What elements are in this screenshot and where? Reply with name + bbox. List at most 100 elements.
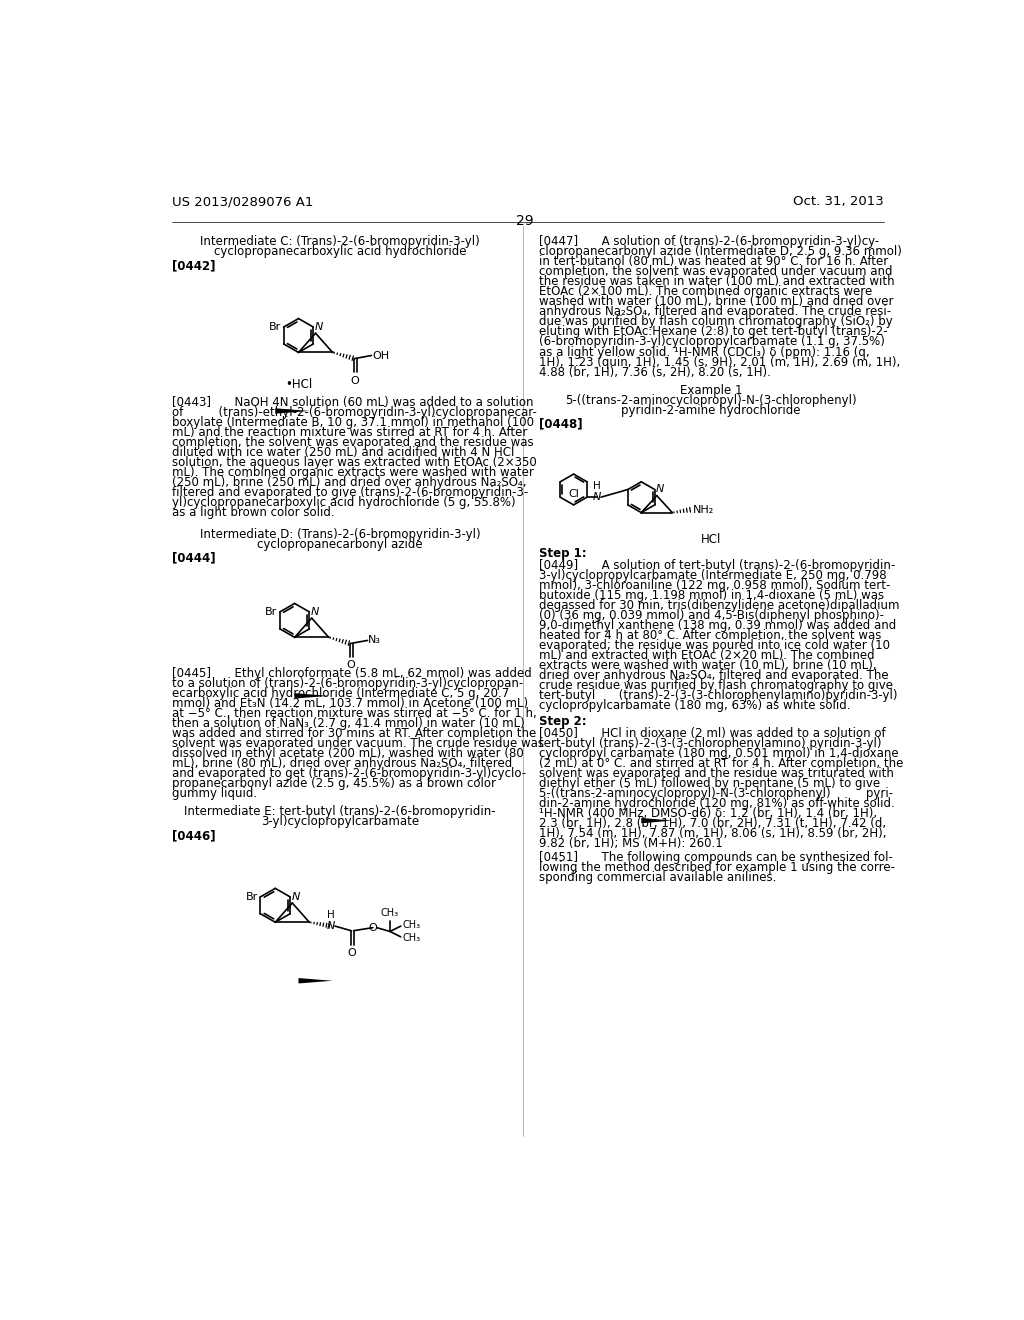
Text: in tert-butanol (80 mL) was heated at 90° C. for 16 h. After: in tert-butanol (80 mL) was heated at 90… — [539, 256, 888, 268]
Polygon shape — [275, 408, 309, 413]
Text: [0445]  Ethyl chloroformate (5.8 mL, 62 mmol) was added: [0445] Ethyl chloroformate (5.8 mL, 62 m… — [172, 667, 531, 680]
Text: solvent was evaporated under vacuum. The crude residue was: solvent was evaporated under vacuum. The… — [172, 737, 544, 750]
Text: O: O — [347, 660, 355, 671]
Text: Intermediate D: (Trans)-2-(6-bromopyridin-3-yl): Intermediate D: (Trans)-2-(6-bromopyridi… — [200, 528, 480, 541]
Text: 1H), 1.23 (quin, 1H), 1.45 (s, 9H), 2.01 (m, 1H), 2.69 (m, 1H),: 1H), 1.23 (quin, 1H), 1.45 (s, 9H), 2.01… — [539, 355, 900, 368]
Text: solvent was evaporated and the residue was triturated with: solvent was evaporated and the residue w… — [539, 767, 894, 780]
Text: Intermediate E: tert-butyl (trans)-2-(6-bromopyridin-: Intermediate E: tert-butyl (trans)-2-(6-… — [184, 805, 496, 818]
Text: [0447]  A solution of (trans)-2-(6-bromopyridin-3-yl)cy-: [0447] A solution of (trans)-2-(6-bromop… — [539, 235, 879, 248]
Text: CH₃: CH₃ — [402, 933, 421, 944]
Text: pyridin-2-amine hydrochloride: pyridin-2-amine hydrochloride — [622, 404, 801, 417]
Text: mL). The combined organic extracts were washed with water: mL). The combined organic extracts were … — [172, 466, 535, 479]
Polygon shape — [295, 693, 329, 698]
Polygon shape — [641, 818, 673, 824]
Text: 5-((trans-2-aminocyclopropyl)-N-(3-chlorophenyl)   pyri-: 5-((trans-2-aminocyclopropyl)-N-(3-chlor… — [539, 787, 893, 800]
Text: EtOAc (2×100 mL). The combined organic extracts were: EtOAc (2×100 mL). The combined organic e… — [539, 285, 872, 298]
Text: [0448]: [0448] — [539, 418, 583, 430]
Text: and evaporated to get (trans)-2-(6-bromopyridin-3-yl)cyclo-: and evaporated to get (trans)-2-(6-bromo… — [172, 767, 526, 780]
Text: (2 mL) at 0° C. and stirred at RT for 4 h. After completion, the: (2 mL) at 0° C. and stirred at RT for 4 … — [539, 756, 903, 770]
Text: tert-butyl  (trans)-2-(3-(3-chlorophenylamino)pyridin-3-yl): tert-butyl (trans)-2-(3-(3-chlorophenyla… — [539, 689, 897, 702]
Text: tert-butyl (trans)-2-(3-(3-chlorophenylamino) pyridin-3-yl): tert-butyl (trans)-2-(3-(3-chlorophenyla… — [539, 737, 882, 750]
Text: N: N — [327, 921, 335, 931]
Text: (6-bromopyridin-3-yl)cyclopropylcarbamate (1.1 g, 37.5%): (6-bromopyridin-3-yl)cyclopropylcarbamat… — [539, 335, 885, 348]
Text: 4.88 (br, 1H), 7.36 (s, 2H), 8.20 (s, 1H).: 4.88 (br, 1H), 7.36 (s, 2H), 8.20 (s, 1H… — [539, 366, 771, 379]
Text: N: N — [314, 322, 324, 333]
Text: sponding commercial available anilines.: sponding commercial available anilines. — [539, 871, 776, 884]
Text: 9,0-dimethyl xanthene (138 mg, 0.39 mmol) was added and: 9,0-dimethyl xanthene (138 mg, 0.39 mmol… — [539, 619, 896, 632]
Text: Cl: Cl — [568, 488, 579, 499]
Text: solution, the aqueous layer was extracted with EtOAc (2×350: solution, the aqueous layer was extracte… — [172, 455, 537, 469]
Text: Br: Br — [246, 892, 258, 902]
Text: O: O — [369, 923, 377, 933]
Text: dried over anhydrous Na₂SO₄, filtered and evaporated. The: dried over anhydrous Na₂SO₄, filtered an… — [539, 669, 889, 682]
Text: Br: Br — [265, 607, 278, 616]
Text: mmol), 3-chloroaniline (122 mg, 0.958 mmol), Sodium tert-: mmol), 3-chloroaniline (122 mg, 0.958 mm… — [539, 579, 890, 591]
Text: NH₂: NH₂ — [693, 504, 715, 515]
Text: 2.3 (br, 1H), 2.8 (br, 1H), 7.0 (br, 2H), 7.31 (t, 1H), 7.42 (d,: 2.3 (br, 1H), 2.8 (br, 1H), 7.0 (br, 2H)… — [539, 817, 886, 830]
Text: ecarboxylic acid hydrochloride (Intermediate C, 5 g, 20.7: ecarboxylic acid hydrochloride (Intermed… — [172, 686, 509, 700]
Text: din-2-amine hydrochloride (120 mg, 81%) as off-white solid.: din-2-amine hydrochloride (120 mg, 81%) … — [539, 797, 895, 809]
Text: [0446]: [0446] — [172, 829, 216, 842]
Text: diethyl ether (5 mL) followed by n-pentane (5 mL) to give: diethyl ether (5 mL) followed by n-penta… — [539, 776, 880, 789]
Text: [0451]  The following compounds can be synthesized fol-: [0451] The following compounds can be sy… — [539, 851, 893, 865]
Text: crude residue was purified by flash chromatography to give: crude residue was purified by flash chro… — [539, 678, 893, 692]
Text: •HCl: •HCl — [285, 378, 312, 391]
Text: boxylate (Intermediate B, 10 g, 37.1 mmol) in methanol (100: boxylate (Intermediate B, 10 g, 37.1 mmo… — [172, 416, 535, 429]
Text: extracts were washed with water (10 mL), brine (10 mL),: extracts were washed with water (10 mL),… — [539, 659, 877, 672]
Polygon shape — [299, 978, 333, 983]
Text: mL) and the reaction mixture was stirred at RT for 4 h. After: mL) and the reaction mixture was stirred… — [172, 425, 527, 438]
Text: evaporated; the residue was poured into ice cold water (10: evaporated; the residue was poured into … — [539, 639, 890, 652]
Text: of   (trans)-ethyl-2-(6-bromopyridin-3-yl)cyclopropanecar-: of (trans)-ethyl-2-(6-bromopyridin-3-yl)… — [172, 405, 537, 418]
Text: N: N — [593, 492, 601, 502]
Text: [0449]  A solution of tert-butyl (trans)-2-(6-bromopyridin-: [0449] A solution of tert-butyl (trans)-… — [539, 558, 895, 572]
Text: degassed for 30 min, tris(dibenzylidene acetone)dipalladium: degassed for 30 min, tris(dibenzylidene … — [539, 599, 899, 612]
Text: clopropanecarbonyl azide (Intermediate D, 2.5 g, 9.36 mmol): clopropanecarbonyl azide (Intermediate D… — [539, 246, 901, 259]
Text: anhydrous Na₂SO₄, filtered and evaporated. The crude resi-: anhydrous Na₂SO₄, filtered and evaporate… — [539, 305, 891, 318]
Text: CH₃: CH₃ — [381, 908, 399, 917]
Text: completion, the solvent was evaporated under vacuum and: completion, the solvent was evaporated u… — [539, 265, 892, 279]
Text: 9.82 (br, 1H); MS (M+H): 260.1: 9.82 (br, 1H); MS (M+H): 260.1 — [539, 837, 723, 850]
Text: 5-((trans-2-aminocyclopropyl)-N-(3-chlorophenyl): 5-((trans-2-aminocyclopropyl)-N-(3-chlor… — [565, 395, 857, 407]
Text: lowing the method described for example 1 using the corre-: lowing the method described for example … — [539, 862, 895, 874]
Text: butoxide (115 mg, 1.198 mmol) in 1,4-dioxane (5 mL) was: butoxide (115 mg, 1.198 mmol) in 1,4-dio… — [539, 589, 884, 602]
Text: Step 2:: Step 2: — [539, 715, 587, 729]
Text: N: N — [311, 607, 319, 616]
Text: 29: 29 — [516, 214, 534, 228]
Text: mmol) and Et₃N (14.2 mL, 103.7 mmol) in Acetone (100 mL): mmol) and Et₃N (14.2 mL, 103.7 mmol) in … — [172, 697, 528, 710]
Text: Step 1:: Step 1: — [539, 548, 587, 560]
Text: cyclopropanecarbonyl azide: cyclopropanecarbonyl azide — [257, 539, 423, 550]
Text: mL), brine (80 mL), dried over anhydrous Na₂SO₄, filtered: mL), brine (80 mL), dried over anhydrous… — [172, 756, 512, 770]
Text: propanecarbonyl azide (2.5 g, 45.5%) as a brown color: propanecarbonyl azide (2.5 g, 45.5%) as … — [172, 776, 497, 789]
Text: H: H — [328, 909, 335, 920]
Text: (250 mL), brine (250 mL) and dried over anhydrous Na₂SO₄,: (250 mL), brine (250 mL) and dried over … — [172, 475, 526, 488]
Text: N: N — [655, 484, 664, 495]
Text: the residue was taken in water (100 mL) and extracted with: the residue was taken in water (100 mL) … — [539, 276, 894, 289]
Text: cyclopropyl carbamate (180 mg, 0.501 mmol) in 1,4-dioxane: cyclopropyl carbamate (180 mg, 0.501 mmo… — [539, 747, 898, 760]
Text: N: N — [292, 892, 300, 902]
Text: [0443]  NaOH 4N solution (60 mL) was added to a solution: [0443] NaOH 4N solution (60 mL) was adde… — [172, 396, 534, 409]
Text: (0) (36 mg, 0.039 mmol) and 4,5-Bis(diphenyl phosphino)-: (0) (36 mg, 0.039 mmol) and 4,5-Bis(diph… — [539, 609, 884, 622]
Text: eluting with EtOAc:Hexane (2:8) to get tert-butyl (trans)-2-: eluting with EtOAc:Hexane (2:8) to get t… — [539, 326, 888, 338]
Text: Oct. 31, 2013: Oct. 31, 2013 — [793, 195, 884, 209]
Text: was added and stirred for 30 mins at RT. After completion the: was added and stirred for 30 mins at RT.… — [172, 726, 537, 739]
Text: to a solution of (trans)-2-(6-bromopyridin-3-yl)cyclopropan-: to a solution of (trans)-2-(6-bromopyrid… — [172, 677, 523, 689]
Text: gummy liquid.: gummy liquid. — [172, 787, 257, 800]
Text: H: H — [593, 480, 601, 491]
Text: Example 1: Example 1 — [680, 384, 742, 397]
Text: [0450]  HCl in dioxane (2 ml) was added to a solution of: [0450] HCl in dioxane (2 ml) was added t… — [539, 726, 886, 739]
Text: then a solution of NaN₃ (2.7 g, 41.4 mmol) in water (10 mL): then a solution of NaN₃ (2.7 g, 41.4 mmo… — [172, 717, 525, 730]
Text: Intermediate C: (Trans)-2-(6-bromopyridin-3-yl): Intermediate C: (Trans)-2-(6-bromopyridi… — [200, 235, 480, 248]
Text: O: O — [347, 948, 356, 957]
Text: completion, the solvent was evaporated and the residue was: completion, the solvent was evaporated a… — [172, 436, 534, 449]
Text: mL) and extracted with EtOAc (2×20 mL). The combined: mL) and extracted with EtOAc (2×20 mL). … — [539, 649, 874, 661]
Text: due was purified by flash column chromatography (SiO₂) by: due was purified by flash column chromat… — [539, 315, 893, 329]
Text: 3-yl)cyclopropylcarbamate (Intermediate E, 250 mg, 0.798: 3-yl)cyclopropylcarbamate (Intermediate … — [539, 569, 887, 582]
Text: HCl: HCl — [701, 533, 721, 546]
Text: as a light brown color solid.: as a light brown color solid. — [172, 506, 335, 519]
Text: ¹H-NMR (400 MHz, DMSO-d6) δ: 1.2 (br, 1H), 1.4 (br, 1H),: ¹H-NMR (400 MHz, DMSO-d6) δ: 1.2 (br, 1H… — [539, 807, 877, 820]
Text: 1H), 7.54 (m, 1H), 7.87 (m, 1H), 8.06 (s, 1H), 8.59 (br, 2H),: 1H), 7.54 (m, 1H), 7.87 (m, 1H), 8.06 (s… — [539, 826, 886, 840]
Text: US 2013/0289076 A1: US 2013/0289076 A1 — [172, 195, 313, 209]
Text: 3-yl)cyclopropylcarbamate: 3-yl)cyclopropylcarbamate — [261, 816, 419, 828]
Text: washed with water (100 mL), brine (100 mL) and dried over: washed with water (100 mL), brine (100 m… — [539, 296, 893, 309]
Text: as a light yellow solid. ¹H-NMR (CDCl₃) δ (ppm): 1.16 (q,: as a light yellow solid. ¹H-NMR (CDCl₃) … — [539, 346, 869, 359]
